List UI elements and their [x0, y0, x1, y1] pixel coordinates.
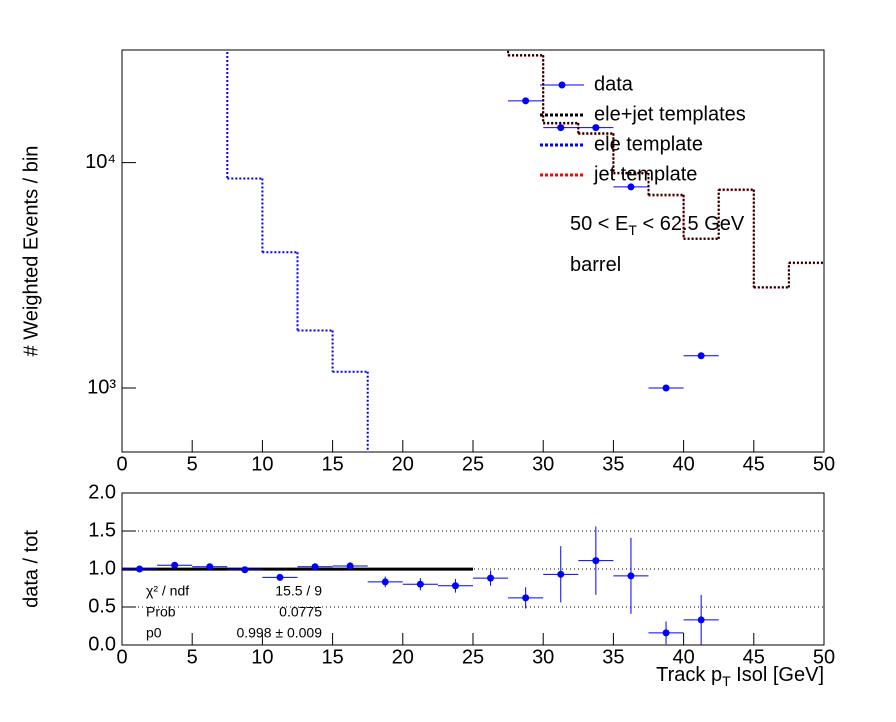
- fit-stat-label: p0: [146, 625, 162, 641]
- x-tick-label: 30: [532, 646, 554, 668]
- data-point: [311, 563, 319, 571]
- data-point: [592, 124, 600, 132]
- data-point: [346, 562, 354, 570]
- x-tick-label: 25: [462, 646, 484, 668]
- x-tick-label: 40: [672, 646, 694, 668]
- data-point: [557, 570, 565, 578]
- x-tick-label: 50: [813, 646, 835, 668]
- data-point: [697, 352, 705, 360]
- x-tick-label: 50: [813, 453, 835, 475]
- legend-label: ele+jet templates: [594, 103, 746, 125]
- data-point: [522, 594, 530, 602]
- y-tick-label: 0.0: [88, 633, 116, 655]
- x-tick-label: 10: [251, 646, 273, 668]
- data-point: [522, 97, 530, 105]
- x-tick-label: 15: [321, 646, 343, 668]
- data-point: [206, 563, 214, 571]
- fit-stat-value: 0.0775: [279, 604, 322, 620]
- data-point: [627, 572, 635, 580]
- data-point: [276, 573, 284, 581]
- y-tick-label: 1.0: [88, 557, 116, 579]
- fit-stat-label: Prob: [146, 604, 176, 620]
- legend-label: data: [594, 73, 634, 95]
- data-point: [487, 574, 495, 582]
- x-tick-label: 40: [672, 453, 694, 475]
- legend-label: jet template: [593, 163, 697, 185]
- x-tick-label: 25: [462, 453, 484, 475]
- annotation-text: < 62.5 GeV: [637, 213, 745, 235]
- x-tick-label: 45: [743, 646, 765, 668]
- fit-stat-value: 15.5 / 9: [275, 583, 322, 599]
- data-point: [136, 565, 144, 573]
- y-tick-label: 1.5: [88, 519, 116, 541]
- annotation-text: 50 < E: [570, 213, 628, 235]
- y-tick-label: 10³: [87, 376, 116, 398]
- fit-stat-value: 0.998 ± 0.009: [236, 625, 322, 641]
- x-axis-label-text: Isol [GeV]: [731, 664, 824, 686]
- x-tick-label: 20: [392, 453, 414, 475]
- data-point: [416, 580, 424, 588]
- data-point: [171, 561, 179, 569]
- x-tick-label: 5: [187, 646, 198, 668]
- x-axis-label-text: Track p: [656, 664, 722, 686]
- data-point: [627, 183, 635, 191]
- data-point: [381, 578, 389, 586]
- x-axis-label-subscript: T: [722, 673, 731, 689]
- x-tick-label: 30: [532, 453, 554, 475]
- x-tick-label: 35: [602, 646, 624, 668]
- data-point: [662, 384, 670, 392]
- plot-area: [122, 526, 719, 645]
- data-point: [697, 616, 705, 624]
- x-tick-label: 20: [392, 646, 414, 668]
- x-tick-label: 10: [251, 453, 273, 475]
- x-tick-label: 0: [116, 646, 127, 668]
- annotation-text: barrel: [570, 254, 621, 276]
- y-axis-label: # Weighted Events / bin: [20, 146, 42, 357]
- annotation: 50 < ET < 62.5 GeV: [570, 213, 745, 237]
- data-point: [241, 566, 249, 574]
- y-tick-label: 2.0: [88, 481, 116, 503]
- plot-area: [226, 50, 824, 452]
- data-point: [557, 124, 565, 132]
- x-tick-label: 15: [321, 453, 343, 475]
- x-tick-label: 45: [743, 453, 765, 475]
- x-tick-label: 35: [602, 453, 624, 475]
- data-point: [592, 557, 600, 565]
- legend-label: ele template: [594, 133, 703, 155]
- y-axis-label: data / tot: [20, 530, 42, 608]
- x-axis-label: Track pT Isol [GeV]: [656, 664, 824, 688]
- annotation-subscript: T: [628, 222, 637, 238]
- legend-swatch: [558, 81, 566, 89]
- y-tick-label: 10⁴: [85, 151, 116, 173]
- x-tick-label: 0: [116, 453, 127, 475]
- data-point: [662, 629, 670, 637]
- data-point: [451, 582, 459, 590]
- fit-stat-label: χ² / ndf: [146, 583, 189, 599]
- y-tick-label: 0.5: [88, 595, 116, 617]
- annotation: barrel: [570, 254, 621, 276]
- x-tick-label: 5: [187, 453, 198, 475]
